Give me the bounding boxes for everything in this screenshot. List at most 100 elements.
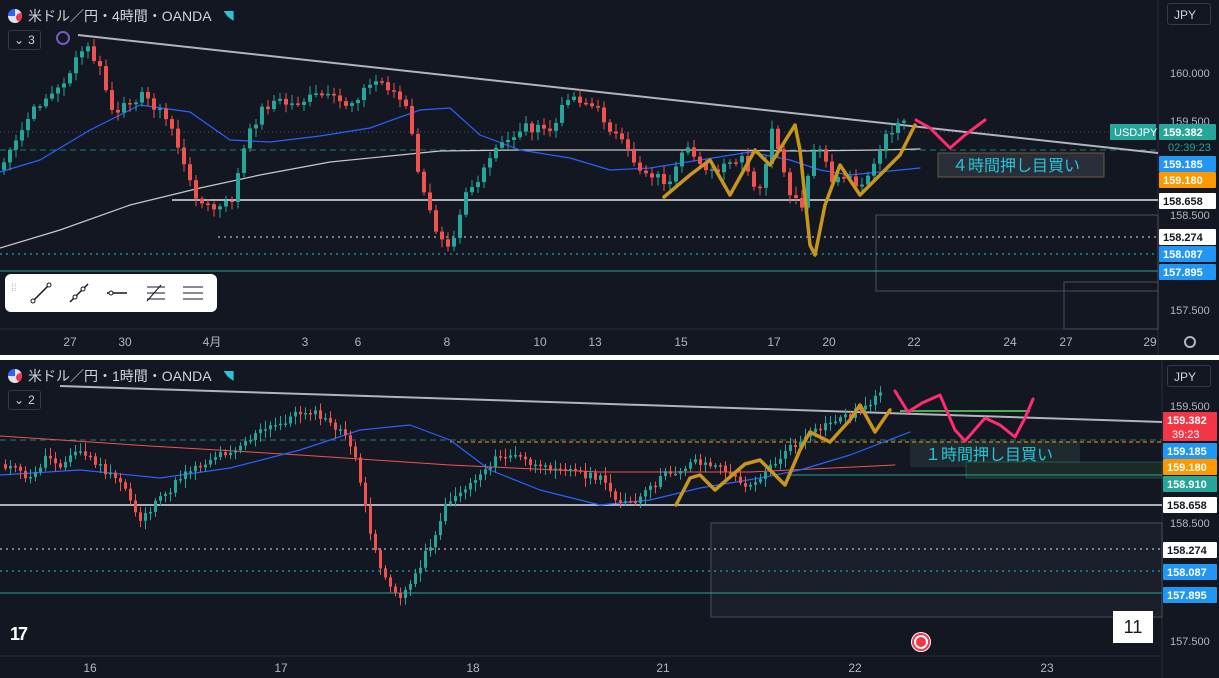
candle-4h[interactable] <box>656 173 660 178</box>
candle-1h[interactable] <box>334 422 337 430</box>
candle-1h[interactable] <box>819 428 822 431</box>
symbol-title-4h[interactable]: 米ドル／円・4時間・OANDA <box>8 6 234 26</box>
currency-button[interactable]: JPY <box>1167 3 1211 25</box>
candle-1h[interactable] <box>754 482 757 485</box>
price-badge[interactable] <box>1163 542 1217 558</box>
candle-1h[interactable] <box>844 414 847 418</box>
candle-1h[interactable] <box>304 412 307 415</box>
candle-1h[interactable] <box>739 476 742 484</box>
candle-1h[interactable] <box>129 488 132 501</box>
candle-4h[interactable] <box>572 96 576 100</box>
candle-4h[interactable] <box>824 149 828 162</box>
candle-1h[interactable] <box>424 550 427 568</box>
candle-4h[interactable] <box>416 133 420 172</box>
candle-1h[interactable] <box>744 483 747 487</box>
candle-1h[interactable] <box>874 395 877 405</box>
ma-red-line[interactable] <box>0 435 896 473</box>
candle-4h[interactable] <box>734 162 738 164</box>
candle-1h[interactable] <box>434 535 437 548</box>
candle-4h[interactable] <box>512 137 516 140</box>
candle-4h[interactable] <box>548 128 552 131</box>
candle-4h[interactable] <box>320 93 324 96</box>
price-badge[interactable] <box>1163 564 1217 580</box>
candle-4h[interactable] <box>140 91 144 103</box>
candle-4h[interactable] <box>644 170 648 174</box>
price-badge[interactable] <box>1163 443 1217 459</box>
candle-1h[interactable] <box>204 464 207 468</box>
candle-1h[interactable] <box>864 405 867 410</box>
symbol-title-1h[interactable]: 米ドル／円・1時間・OANDA <box>8 366 234 386</box>
candle-4h[interactable] <box>842 177 846 179</box>
candle-1h[interactable] <box>179 479 182 481</box>
candle-1h[interactable] <box>454 496 457 502</box>
candle-1h[interactable] <box>394 586 397 594</box>
candle-4h[interactable] <box>272 100 276 110</box>
candle-1h[interactable] <box>839 417 842 422</box>
candle-4h[interactable] <box>872 163 876 176</box>
candle-1h[interactable] <box>504 457 507 459</box>
candle-4h[interactable] <box>488 158 492 168</box>
candle-4h[interactable] <box>338 95 342 102</box>
flag-marker-icon[interactable] <box>223 371 234 381</box>
candle-4h[interactable] <box>788 172 792 196</box>
candle-1h[interactable] <box>19 466 22 471</box>
candle-1h[interactable] <box>159 496 162 501</box>
gear-icon[interactable] <box>1184 336 1196 348</box>
candle-1h[interactable] <box>774 463 777 466</box>
candle-1h[interactable] <box>214 457 217 460</box>
candle-1h[interactable] <box>729 472 732 475</box>
candle-4h[interactable] <box>194 180 198 199</box>
price-badge[interactable] <box>1159 156 1216 172</box>
candle-1h[interactable] <box>244 441 247 446</box>
record-icon[interactable] <box>911 632 931 652</box>
price-badge[interactable] <box>1163 459 1217 475</box>
candle-4h[interactable] <box>752 171 756 187</box>
candle-1h[interactable] <box>534 464 537 467</box>
candle-4h[interactable] <box>896 122 900 133</box>
candle-1h[interactable] <box>299 411 302 415</box>
candle-4h[interactable] <box>506 139 510 143</box>
candle-4h[interactable] <box>188 164 192 181</box>
candle-4h[interactable] <box>68 73 72 84</box>
candle-1h[interactable] <box>644 490 647 497</box>
candle-1h[interactable] <box>229 452 232 456</box>
candle-4h[interactable] <box>170 119 174 129</box>
candle-4h[interactable] <box>476 182 480 188</box>
candle-4h[interactable] <box>236 173 240 202</box>
candle-1h[interactable] <box>194 465 197 472</box>
candle-1h[interactable] <box>44 455 47 468</box>
candle-4h[interactable] <box>596 106 600 108</box>
candle-1h[interactable] <box>239 445 242 451</box>
candle-4h[interactable] <box>680 152 684 167</box>
candle-1h[interactable] <box>329 417 332 423</box>
candle-4h[interactable] <box>92 46 96 61</box>
candle-1h[interactable] <box>784 451 787 459</box>
parallel-lines-tool[interactable] <box>177 278 209 308</box>
candle-4h[interactable] <box>332 93 336 96</box>
candle-1h[interactable] <box>714 465 717 467</box>
candle-1h[interactable] <box>634 501 637 504</box>
candle-4h[interactable] <box>860 184 864 187</box>
candle-4h[interactable] <box>308 94 312 102</box>
candle-4h[interactable] <box>146 91 150 99</box>
candle-4h[interactable] <box>890 132 894 135</box>
candle-4h[interactable] <box>248 128 252 149</box>
candle-1h[interactable] <box>274 424 277 427</box>
candle-4h[interactable] <box>668 181 672 185</box>
candle-1h[interactable] <box>109 472 112 475</box>
candle-4h[interactable] <box>776 128 780 150</box>
candle-1h[interactable] <box>309 412 312 415</box>
candle-4h[interactable] <box>386 82 390 91</box>
candle-1h[interactable] <box>584 471 587 479</box>
candle-4h[interactable] <box>218 206 222 210</box>
candle-4h[interactable] <box>14 140 18 150</box>
candle-1h[interactable] <box>629 501 632 503</box>
candle-4h[interactable] <box>878 151 882 164</box>
candle-1h[interactable] <box>439 521 442 536</box>
candle-4h[interactable] <box>158 108 162 111</box>
zone-box[interactable] <box>1063 281 1159 330</box>
candle-4h[interactable] <box>122 103 126 113</box>
candle-4h[interactable] <box>278 98 282 101</box>
candle-4h[interactable] <box>62 83 66 88</box>
candle-4h[interactable] <box>116 109 120 113</box>
